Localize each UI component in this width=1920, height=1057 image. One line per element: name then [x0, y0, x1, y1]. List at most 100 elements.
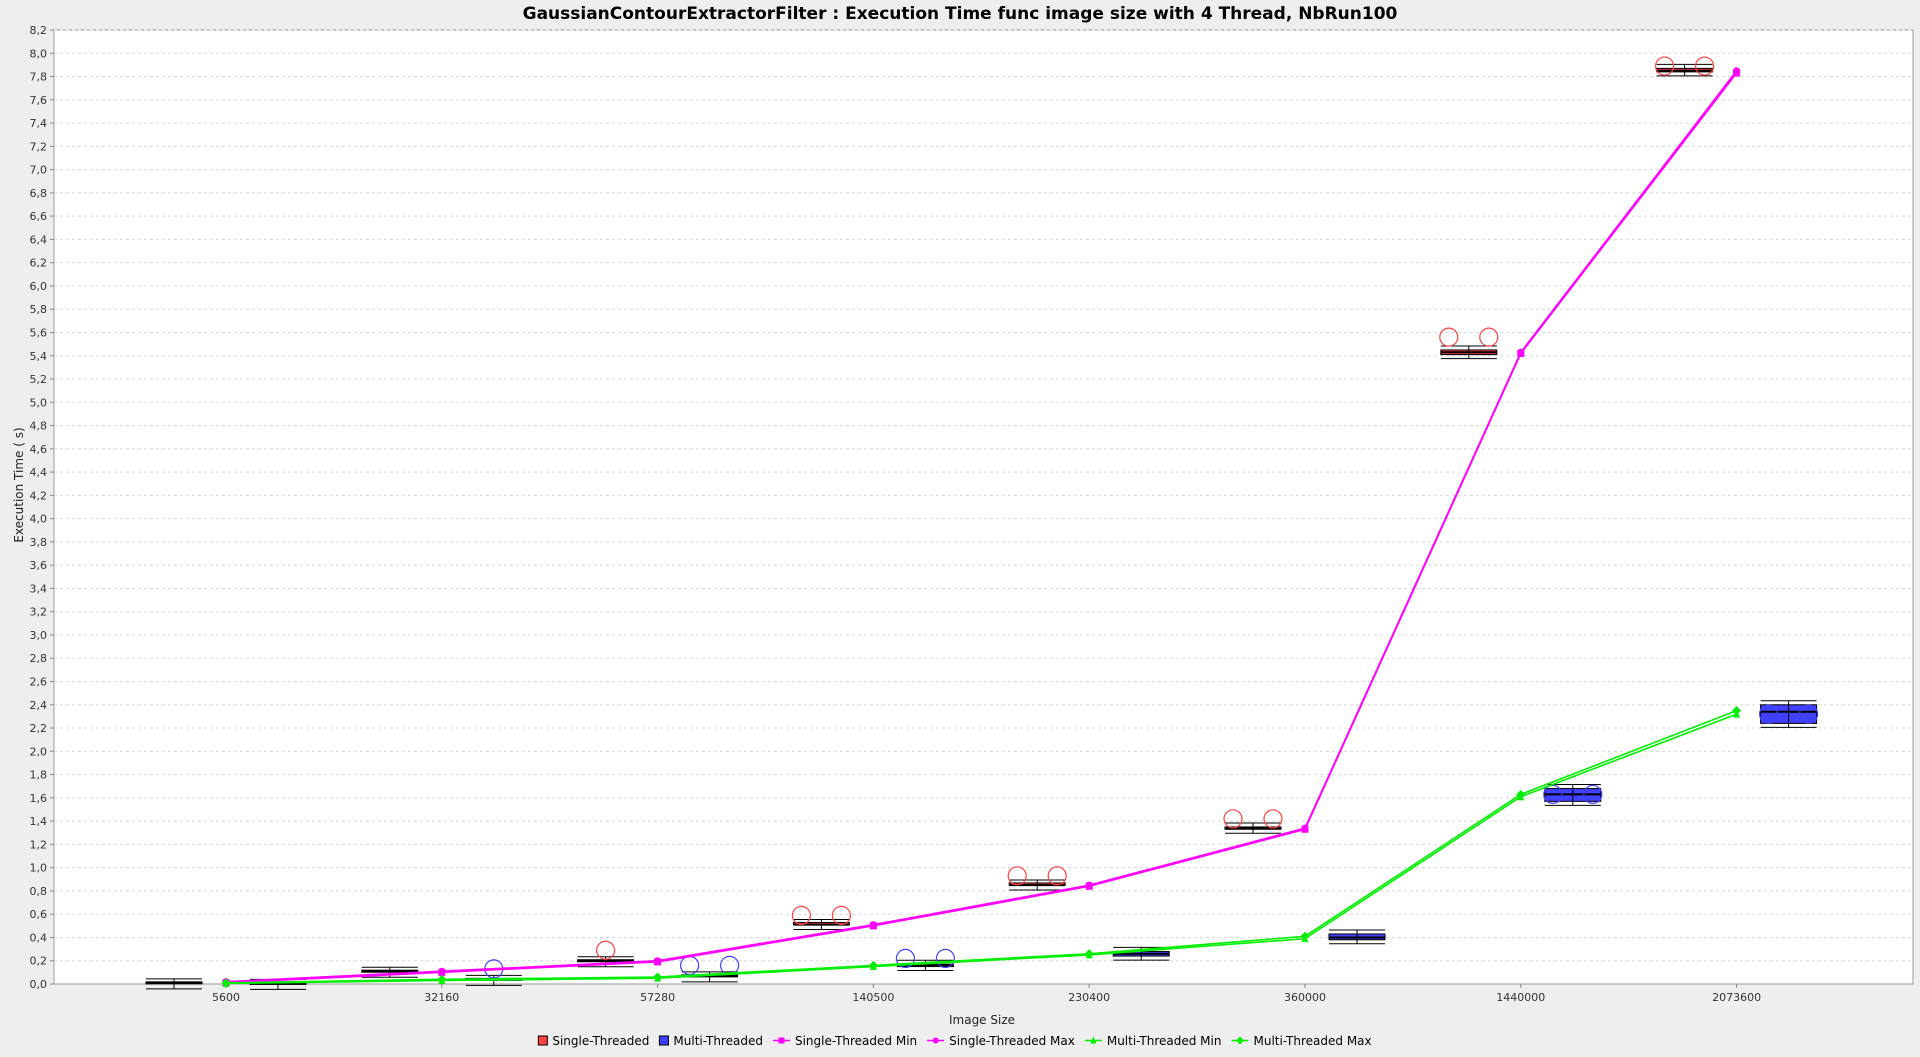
legend-label: Multi-Threaded Max — [1253, 1034, 1371, 1048]
data-point — [654, 957, 662, 965]
legend-item-single-threaded: Single-Threaded — [537, 1034, 649, 1048]
y-tick-label: 7,6 — [30, 94, 48, 107]
box-multi-threaded-1440000 — [1543, 784, 1603, 806]
x-axis-ticks: 5600 32160 57280 140500 230400 360000 1440000 2… — [212, 984, 1761, 1004]
series-line — [225, 709, 1737, 984]
box-single-threaded-2073600 — [1654, 56, 1715, 77]
y-tick-label: 5,8 — [30, 303, 48, 316]
x-tick-label: 140500 — [852, 991, 894, 1004]
legend-swatch — [537, 1035, 548, 1046]
legend-label: Single-Threaded Min — [795, 1034, 917, 1048]
outlier-point — [1543, 784, 1563, 804]
y-tick-label: 5,6 — [30, 326, 48, 339]
y-tick-label: 0,8 — [30, 885, 48, 898]
y-tick-label: 3,4 — [30, 582, 48, 595]
x-tick-label: 32160 — [424, 991, 459, 1004]
outlier-point — [935, 948, 956, 969]
x-tick-label: 57280 — [640, 991, 675, 1004]
series-line — [225, 713, 1737, 985]
y-tick-label: 7,8 — [30, 71, 48, 84]
outlier-point — [1263, 809, 1283, 829]
legend-label: Multi-Threaded — [673, 1034, 763, 1048]
y-tick-label: 8,2 — [30, 24, 48, 37]
y-axis-ticks: 0,0 0,2 0,4 0,6 0,8 1,0 1,2 1,4 1,6 1,8 2,0 2,2 2,4 2… — [30, 24, 54, 991]
outlier-point — [831, 905, 852, 925]
data-point — [1090, 1036, 1097, 1044]
x-tick-label: 2073600 — [1712, 991, 1761, 1004]
y-tick-label: 5,2 — [30, 373, 48, 386]
outlier-point — [1758, 704, 1779, 724]
outlier-point — [1047, 866, 1067, 886]
y-tick-label: 0,6 — [30, 908, 48, 921]
outlier-point — [1007, 866, 1027, 886]
series-single-threaded-max — [222, 67, 1741, 986]
outlier-point — [595, 940, 616, 960]
y-tick-label: 7,0 — [30, 164, 48, 177]
data-point — [778, 1037, 785, 1044]
data-point — [868, 960, 878, 970]
data-point — [869, 921, 877, 929]
y-tick-label: 1,4 — [30, 815, 48, 828]
data-point — [1301, 824, 1309, 832]
outlier-point — [1654, 56, 1675, 76]
legend-item-multi-threaded: Multi-Threaded — [658, 1034, 763, 1048]
line-series — [221, 67, 1742, 988]
y-tick-label: 3,6 — [30, 559, 48, 572]
box-single-threaded-230400 — [1007, 866, 1067, 891]
data-point — [437, 974, 447, 984]
legend-item-single-threaded-max: Single-Threaded Max — [927, 1034, 1075, 1048]
data-point — [1733, 67, 1741, 75]
y-tick-label: 2,0 — [30, 745, 48, 758]
y-tick-label: 0,4 — [30, 931, 48, 944]
y-axis-label: Execution Time ( s) — [12, 427, 26, 542]
y-tick-label: 7,2 — [30, 140, 48, 153]
legend-item-multi-threaded-min: Multi-Threaded Min — [1084, 1034, 1221, 1048]
y-tick-label: 0,0 — [30, 978, 48, 991]
x-tick-label: 5600 — [212, 991, 240, 1004]
box-single-threaded-360000 — [1223, 809, 1283, 834]
data-point — [438, 967, 446, 975]
y-tick-label: 2,4 — [30, 699, 48, 712]
outlier-point — [1479, 327, 1499, 347]
legend: Single-Threaded Multi-Threaded Single-Thre… — [537, 1034, 1372, 1048]
plot-area — [53, 29, 1914, 985]
y-tick-label: 8,0 — [30, 47, 48, 60]
y-tick-label: 2,6 — [30, 676, 48, 689]
box-single-threaded-140500 — [791, 905, 852, 931]
series-multi-threaded-max — [221, 706, 1742, 988]
legend-item-multi-threaded-max: Multi-Threaded Max — [1231, 1034, 1372, 1048]
y-tick-label: 5,4 — [30, 350, 48, 363]
y-tick-label: 0,2 — [30, 955, 48, 968]
y-tick-label: 3,0 — [30, 629, 48, 642]
x-axis-label: Image Size — [949, 1013, 1015, 1027]
y-tick-label: 4,0 — [30, 513, 48, 526]
y-tick-label: 6,0 — [30, 280, 48, 293]
x-tick-label: 1440000 — [1496, 991, 1545, 1004]
data-point — [653, 972, 663, 982]
data-point — [1085, 881, 1093, 889]
y-tick-label: 2,8 — [30, 652, 48, 665]
outlier-point — [1223, 809, 1243, 829]
outlier-point — [895, 948, 916, 969]
y-tick-label: 6,2 — [30, 257, 48, 270]
outlier-point — [1439, 327, 1459, 347]
grid — [54, 29, 1913, 962]
data-point — [1732, 706, 1742, 716]
data-point — [932, 1037, 939, 1044]
data-point — [1300, 931, 1310, 941]
box-multi-threaded-360000 — [1328, 929, 1386, 945]
data-point — [221, 978, 231, 988]
y-tick-label: 6,6 — [30, 210, 48, 223]
y-tick-label: 1,6 — [30, 792, 48, 805]
series-line — [225, 70, 1738, 983]
y-tick-label: 1,8 — [30, 769, 48, 782]
box-single-threaded-5600 — [145, 978, 203, 990]
y-tick-label: 2,2 — [30, 722, 48, 735]
data-point — [1235, 1036, 1244, 1045]
data-point — [1517, 348, 1525, 356]
data-point — [1516, 789, 1526, 799]
outlier-point — [791, 905, 812, 925]
y-tick-label: 3,8 — [30, 536, 48, 549]
y-tick-label: 7,4 — [30, 117, 48, 130]
